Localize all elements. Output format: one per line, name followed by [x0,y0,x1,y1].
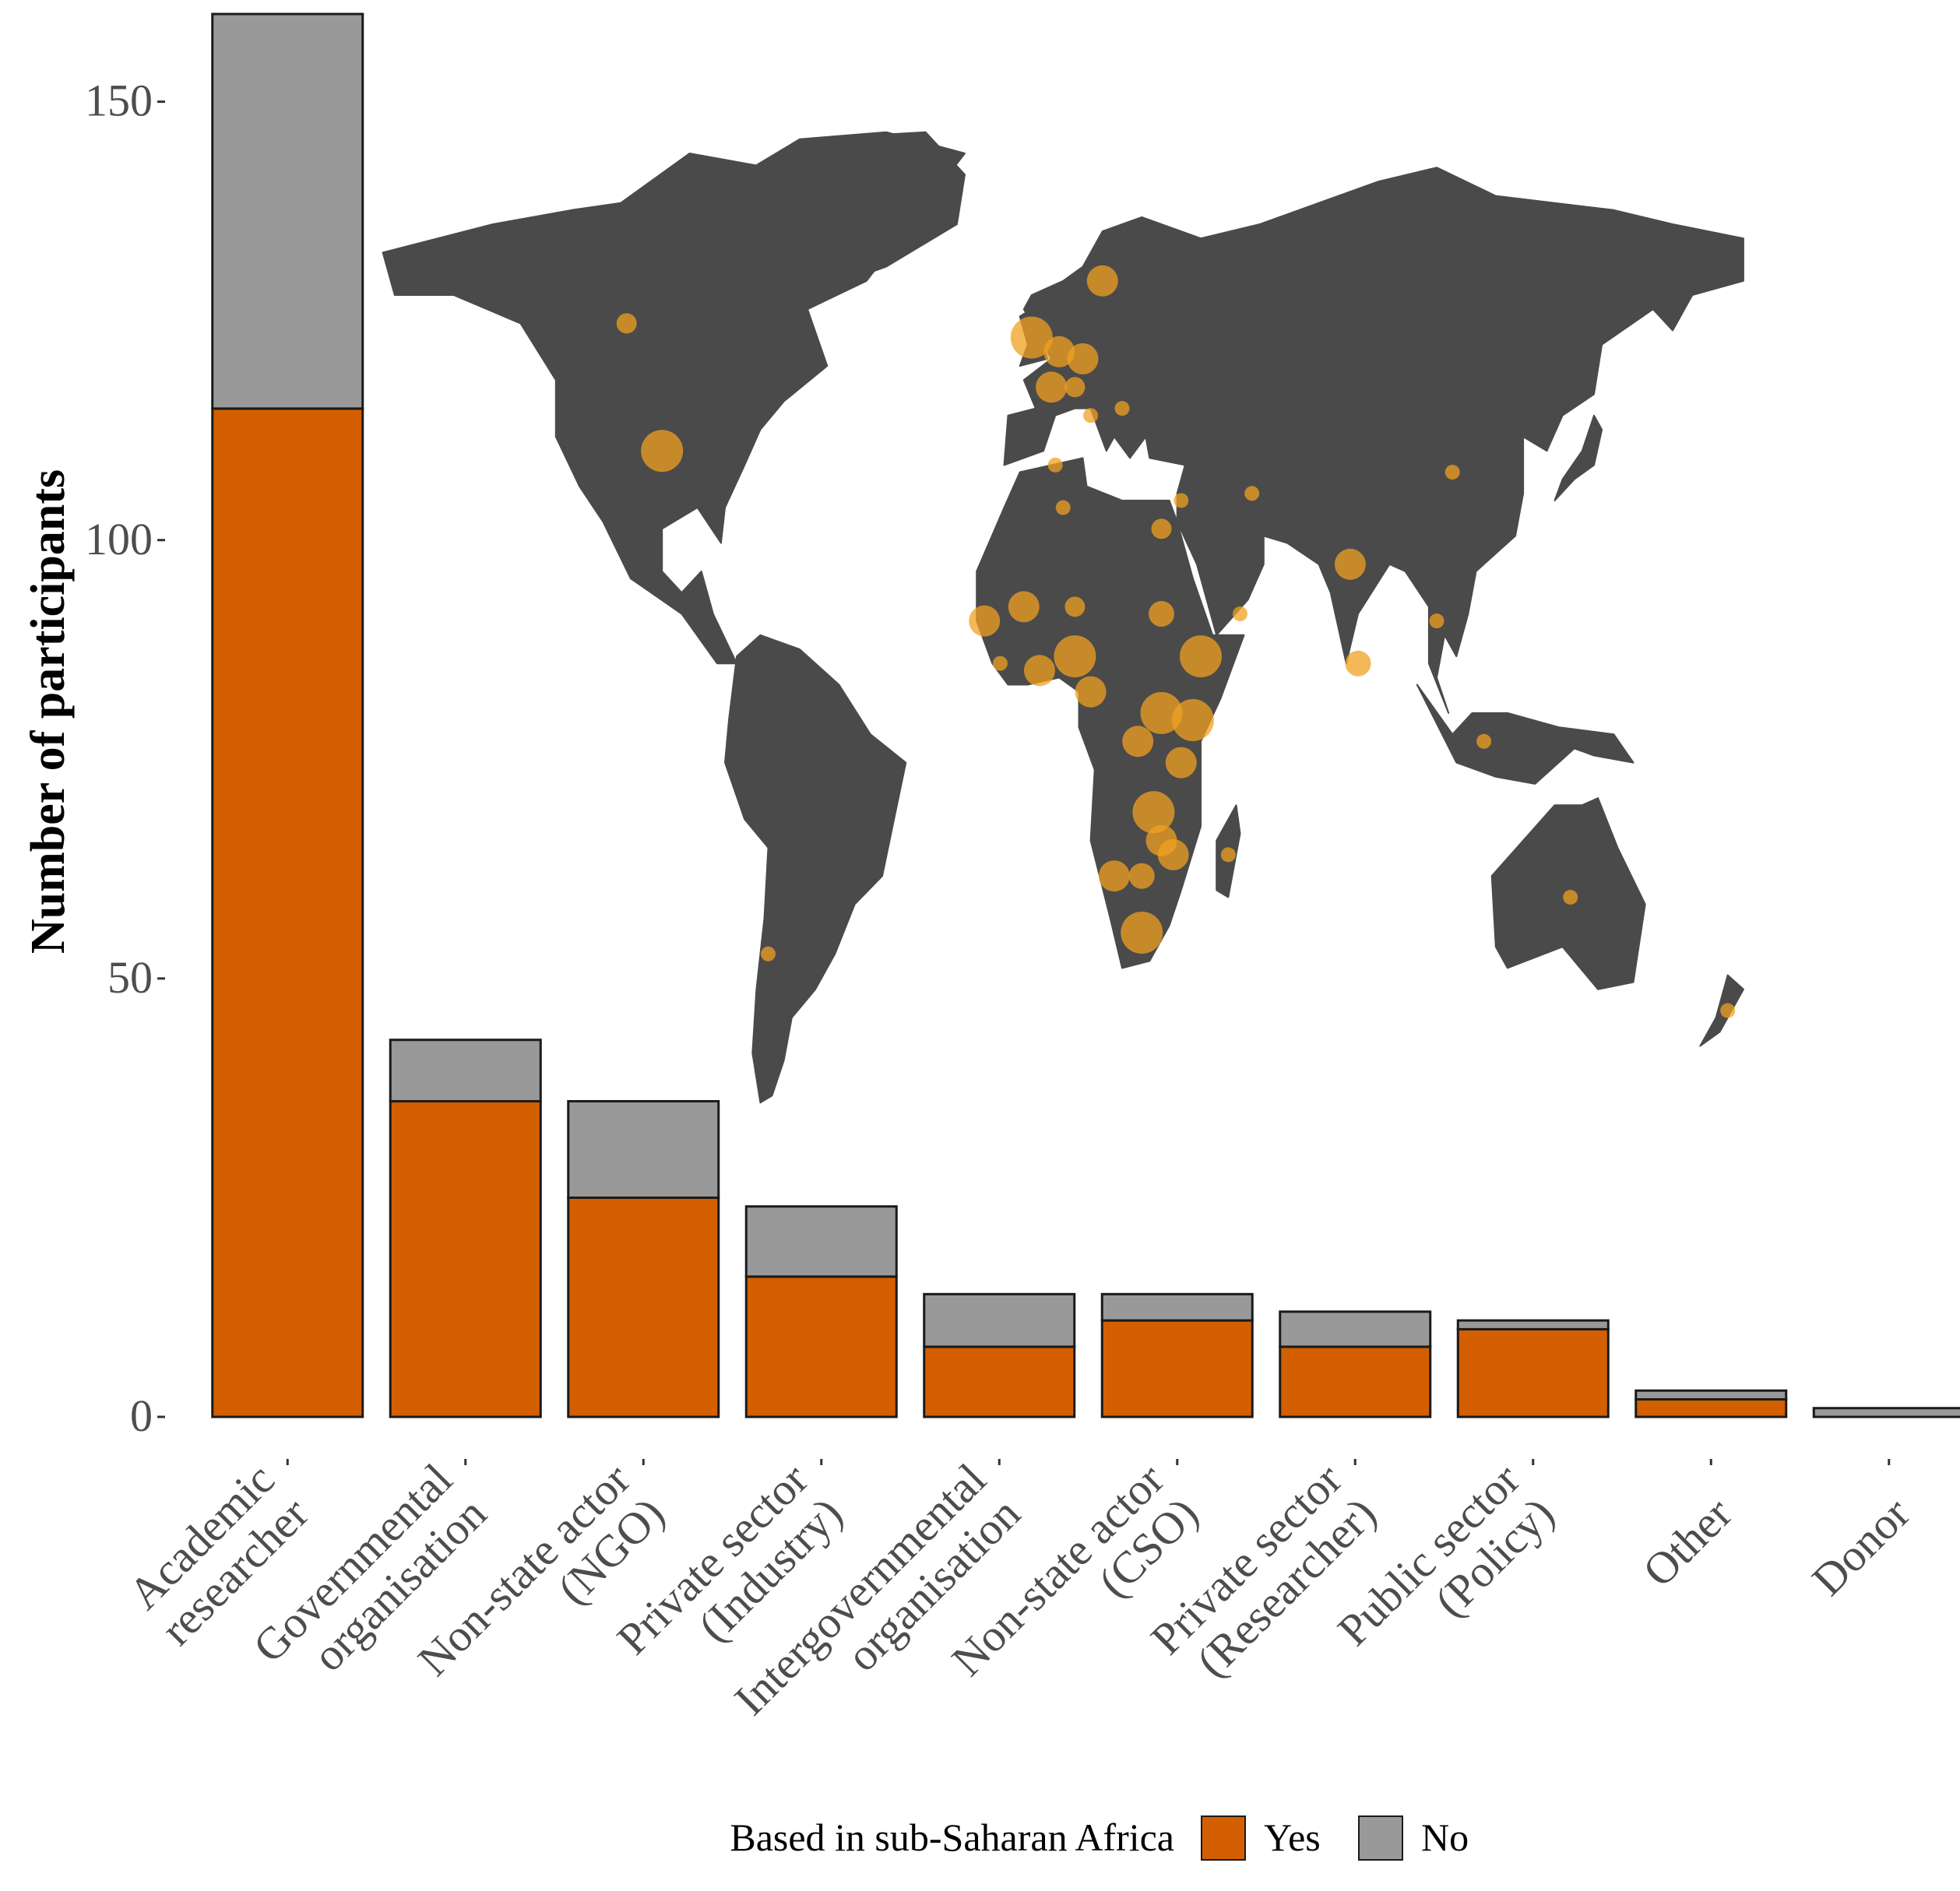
x-tick-label: Private sector(Researcher) [1141,1453,1385,1698]
map-marker [1149,601,1174,627]
map-marker [1720,1003,1736,1018]
land-indonesia [1416,684,1635,785]
map-marker [1429,613,1444,629]
bar-yes [567,1196,720,1418]
bar-no [744,1205,898,1278]
y-tick-label: 150 [85,76,153,126]
land-japan [1554,414,1603,501]
map-marker [1220,847,1236,863]
bar-yes [744,1275,898,1418]
land-greenland [755,131,966,282]
y-tick-label: 0 [130,1390,153,1441]
map-marker [1165,747,1197,779]
bar-yes [1456,1327,1610,1418]
legend: Based in sub-Saharan Africa Yes No [730,1815,1469,1861]
legend-title: Based in sub-Saharan Africa [730,1815,1174,1859]
map-marker [1067,343,1099,374]
world-map-inset [382,131,1744,1104]
bar-yes [1635,1397,1788,1418]
map-marker [1114,401,1130,417]
bar-yes [389,1100,542,1418]
map-marker [1054,635,1096,678]
map-marker [1345,650,1371,677]
map-marker [1122,726,1154,757]
bar-no [1456,1319,1610,1330]
map-marker [1476,733,1492,749]
land-europe-asia [1003,167,1744,714]
map-marker [616,313,637,334]
legend-swatch-no [1358,1815,1403,1861]
land-arctic-islands [610,153,769,225]
bar-yes [211,407,364,1418]
map-marker [1157,838,1189,870]
map-marker [1098,860,1130,892]
map-marker [1140,691,1183,734]
bar-no [389,1039,542,1103]
map-marker [1064,377,1086,398]
map-marker [641,430,684,473]
map-marker [1128,863,1155,889]
map-marker [1180,635,1222,678]
map-marker [1064,596,1086,617]
map-marker [1132,791,1175,834]
map-marker [1047,457,1063,473]
map-marker [1043,336,1075,367]
bar-no [1812,1407,1960,1418]
legend-label-yes: Yes [1264,1815,1321,1859]
map-marker [1010,316,1053,359]
bars [211,12,1960,1418]
map-marker [1023,655,1055,687]
bar-yes [923,1345,1076,1418]
bar-no [567,1100,720,1199]
bar-no [211,12,364,410]
map-marker [992,656,1008,671]
map-marker [1055,500,1071,515]
map-marker [1121,912,1163,954]
bar-no [1635,1389,1788,1401]
map-marker [1083,408,1099,424]
map-marker [1444,465,1460,480]
y-tick-label: 50 [107,952,153,1003]
x-tick-label: Public sector(Policy) [1328,1453,1564,1689]
map-marker [1086,265,1118,297]
map-marker [1008,591,1040,623]
map-marker [1174,493,1189,508]
land-north-america [382,131,966,665]
bar-no [1279,1310,1432,1348]
y-axis-label: Number of participants [22,469,75,954]
map-marker [969,605,1001,637]
bar-no [923,1292,1076,1348]
map-marker [1075,676,1107,708]
bar-yes [1100,1319,1254,1418]
legend-label-no: No [1421,1815,1469,1859]
map-marker [1563,890,1578,905]
y-tick-label: 100 [85,514,153,564]
map-marker [761,946,776,961]
bar-yes [1279,1345,1432,1418]
map-marker [1233,606,1247,621]
legend-swatch-yes [1201,1815,1246,1861]
map-marker [1171,699,1214,741]
map-marker [1334,548,1366,580]
map-marker [1036,371,1068,403]
land-south-america [724,634,907,1104]
map-marker [1151,518,1172,540]
map-marker [1244,486,1260,501]
bar-no [1100,1292,1254,1322]
x-tick-label: Donor [1802,1488,1920,1605]
x-tick-label: Other [1633,1488,1741,1596]
